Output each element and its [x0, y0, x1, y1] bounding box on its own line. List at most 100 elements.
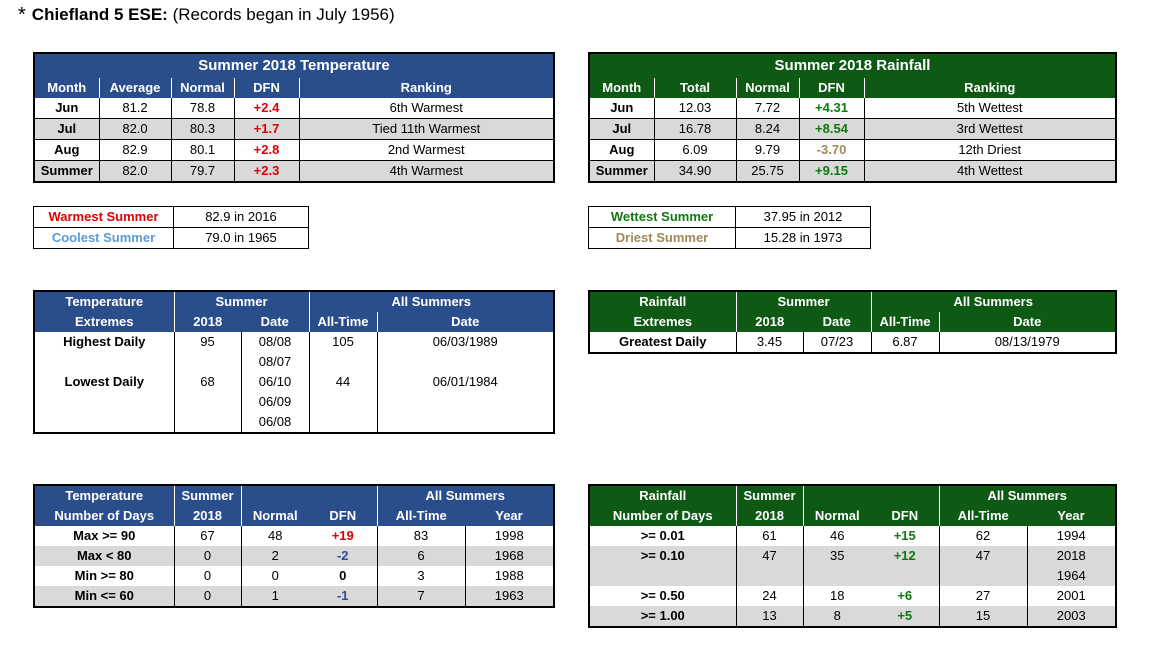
- all-time-header: All-Time: [871, 312, 940, 332]
- normal-header: Normal: [252, 508, 298, 523]
- temperature-summary-table: Summer 2018 Temperature Month Average No…: [33, 52, 555, 183]
- table-row: Aug 82.9 80.1 +2.8 2nd Warmest: [34, 139, 554, 161]
- dfn-cell: +4.31: [799, 98, 865, 119]
- all-time-cell: [939, 566, 1028, 586]
- normal-header: Normal: [814, 508, 860, 523]
- extremes-subheader: Extremes: [589, 312, 737, 332]
- normal-cell: 8: [803, 606, 871, 627]
- all-time-cell: 83: [377, 526, 466, 546]
- dfn-cell: -1: [309, 586, 378, 607]
- date-header: Date: [803, 312, 872, 332]
- year-cell: 2001: [1056, 588, 1086, 603]
- dfn-cell: +9.15: [799, 160, 865, 182]
- temperature-records-table: Warmest Summer 82.9 in 2016 Coolest Summ…: [33, 206, 309, 249]
- total-cell: 6.09: [654, 139, 737, 161]
- month-cell: Summer: [34, 160, 100, 182]
- all-summers-header: All Summers: [987, 488, 1067, 503]
- table-row: >= 0.10 47 35 +12 47 2018: [589, 546, 1116, 566]
- table-row: Max >= 90 67 48 +19 83 1998: [34, 526, 554, 546]
- summer-header: Summer: [174, 291, 310, 312]
- dfn-cell: +19: [309, 526, 378, 546]
- lowest-daily-date: 06/09: [241, 392, 310, 412]
- value-cell: 13: [736, 606, 804, 627]
- dfn-cell: +12: [871, 546, 940, 566]
- greatest-daily-value: 3.45: [736, 332, 804, 353]
- total-cell: 12.03: [654, 98, 737, 119]
- col-header: Normal: [171, 78, 235, 98]
- greatest-daily-date: 07/23: [803, 332, 872, 353]
- criteria-cell: Min >= 80: [34, 566, 175, 586]
- dfn-cell: -3.70: [799, 139, 865, 161]
- all-time-cell: 3: [377, 566, 466, 586]
- criteria-cell: Max >= 90: [34, 526, 175, 546]
- col-header: DFN: [799, 78, 865, 98]
- all-time-cell: 62: [939, 526, 1028, 546]
- days-subheader: Number of Days: [589, 506, 737, 526]
- table-row: Jun 12.03 7.72 +4.31 5th Wettest: [589, 98, 1116, 119]
- coolest-summer-label: Coolest Summer: [33, 227, 174, 249]
- table-row: Jul 82.0 80.3 +1.7 Tied 11th Warmest: [34, 118, 554, 140]
- warmest-summer-label: Warmest Summer: [33, 206, 174, 228]
- col-header: Normal: [736, 78, 800, 98]
- asterisk: *: [18, 4, 26, 26]
- summer-header: Summer: [174, 485, 242, 506]
- year-cell: 1994: [1056, 528, 1086, 543]
- month-cell: Jul: [589, 118, 655, 140]
- col-header: Average: [99, 78, 172, 98]
- normal-cell: 1: [241, 586, 309, 607]
- all-time-cell: 27: [939, 586, 1028, 606]
- average-cell: 82.0: [99, 118, 172, 140]
- extremes-subheader: Extremes: [34, 312, 175, 332]
- table-row: Summer 82.0 79.7 +2.3 4th Warmest: [34, 160, 554, 182]
- highest-daily-date: 08/08: [241, 332, 310, 352]
- table-row: Summer 34.90 25.75 +9.15 4th Wettest: [589, 160, 1116, 182]
- station-name: Chiefland 5 ESE:: [31, 5, 168, 24]
- wettest-summer-label: Wettest Summer: [588, 206, 736, 228]
- dfn-cell: +15: [871, 526, 940, 546]
- criteria-cell: Max < 80: [34, 546, 175, 566]
- year-cell: 1998: [494, 528, 524, 543]
- col-header: Ranking: [964, 80, 1016, 95]
- month-cell: Aug: [34, 139, 100, 161]
- dfn-cell: +8.54: [799, 118, 865, 140]
- month-cell: Aug: [589, 139, 655, 161]
- temperature-extremes-table: Temperature Summer All Summers Extremes …: [33, 290, 555, 434]
- col-header: Total: [654, 78, 737, 98]
- table-row: Min >= 80 0 0 0 3 1988: [34, 566, 554, 586]
- all-time-cell: 6: [377, 546, 466, 566]
- rainfall-extremes-table: Rainfall Summer All Summers Extremes 201…: [588, 290, 1117, 354]
- table-row: Jul 16.78 8.24 +8.54 3rd Wettest: [589, 118, 1116, 140]
- normal-cell: 18: [830, 588, 845, 603]
- normal-cell: 9.79: [736, 139, 800, 161]
- all-time-header: All-Time: [309, 312, 378, 332]
- dfn-header: DFN: [871, 506, 940, 526]
- dfn-cell: +6: [871, 586, 940, 606]
- col-header: Month: [589, 78, 655, 98]
- lowest-daily-label: Lowest Daily: [34, 372, 175, 392]
- value-cell: 61: [736, 526, 804, 546]
- year-header: Year: [1057, 508, 1085, 523]
- highest-daily-value: 95: [174, 332, 242, 352]
- table-row: 1964: [589, 566, 1116, 586]
- criteria-cell: >= 0.10: [589, 546, 737, 566]
- all-time-cell: 15: [939, 606, 1028, 627]
- dfn-cell: +2.3: [234, 160, 300, 182]
- value-cell: 0: [174, 546, 242, 566]
- year-header: 2018: [736, 506, 804, 526]
- normal-cell: 35: [803, 546, 871, 566]
- col-header: Ranking: [400, 80, 452, 95]
- greatest-all-time: 6.87: [871, 332, 940, 353]
- year-cell: 2018: [1027, 546, 1116, 566]
- ranking-cell: 6th Warmest: [299, 98, 554, 119]
- lowest-all-time: 44: [309, 372, 378, 392]
- criteria-cell: Min <= 60: [34, 586, 175, 607]
- rainfall-records-table: Wettest Summer 37.95 in 2012 Driest Summ…: [588, 206, 871, 249]
- date-header: Date: [451, 314, 480, 329]
- value-cell: 67: [174, 526, 242, 546]
- normal-cell: 78.8: [171, 98, 235, 119]
- page-title: * Chiefland 5 ESE: (Records began in July…: [18, 4, 395, 27]
- table-row: >= 0.01 61 46 +15 62 1994: [589, 526, 1116, 546]
- warmest-summer-value: 82.9 in 2016: [205, 209, 277, 224]
- dfn-cell: +5: [871, 606, 940, 627]
- ranking-cell: 12th Driest: [864, 139, 1116, 161]
